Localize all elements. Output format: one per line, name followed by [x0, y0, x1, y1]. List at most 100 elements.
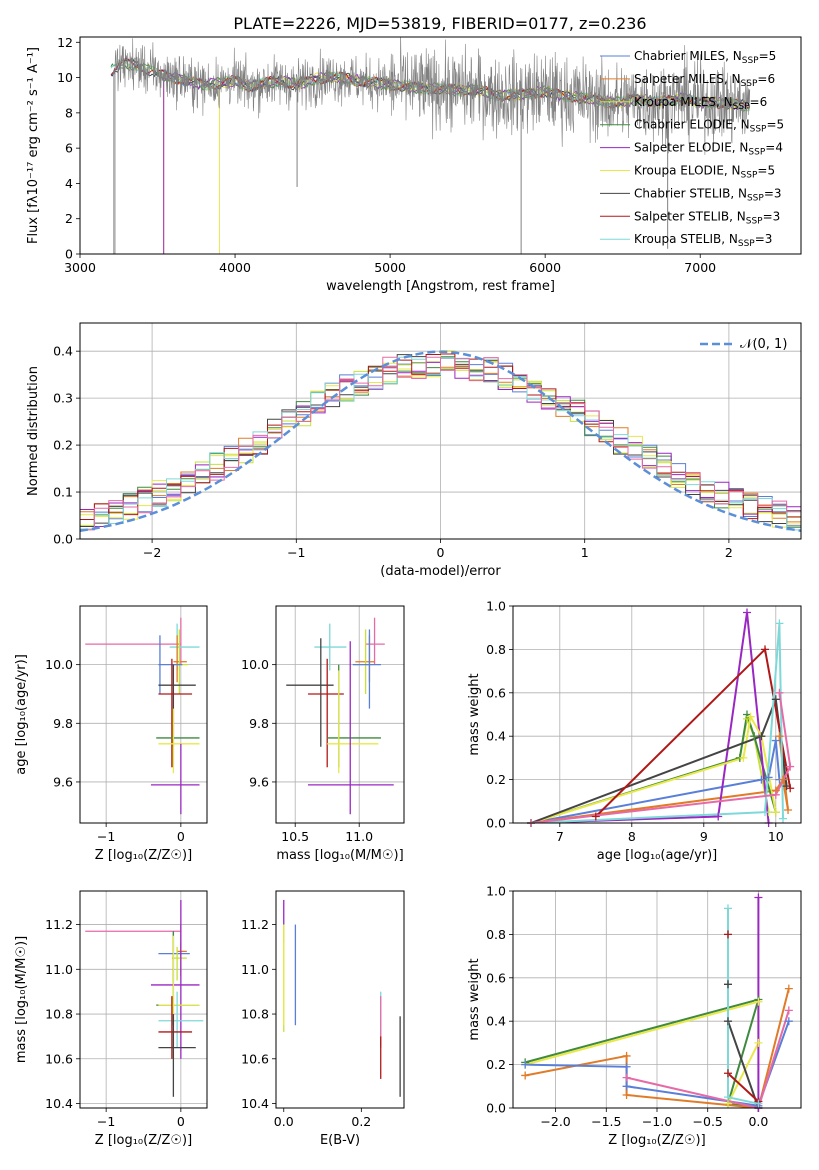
weight-marker-chabrier_miles — [757, 775, 766, 784]
weight-marker-salpeter_miles — [622, 1051, 631, 1060]
y-tick-label: 10.6 — [241, 1051, 269, 1066]
weight-marker-chabrier_stelib — [723, 1017, 732, 1026]
weight-marker-pink — [784, 1006, 793, 1015]
weight-marker-kroupa_elodie — [754, 1038, 763, 1047]
x-tick-label: 8 — [628, 829, 636, 844]
x-axis-label: Z [log₁₀(Z/Z☉)] — [95, 848, 192, 863]
weight-marker-pink — [771, 790, 780, 799]
x-tick-label: 10.5 — [281, 829, 309, 844]
weight-marker-salpeter_miles — [521, 1071, 530, 1080]
x-tick-label: 0 — [177, 1114, 185, 1129]
y-tick-label: 10.6 — [45, 1051, 73, 1066]
y-tick-label: 0.4 — [486, 1014, 506, 1029]
y-tick-label: 0.6 — [486, 970, 506, 985]
plot-frame — [79, 322, 802, 540]
x-tick-label: 0.0 — [274, 1114, 294, 1129]
y-tick-label: 9.8 — [53, 716, 73, 731]
weight-marker-chabrier_miles — [622, 1062, 631, 1071]
y-tick-label: 10.8 — [45, 1007, 73, 1022]
weight-marker-kroupa_elodie — [754, 997, 763, 1006]
weight-marker-salpeter_miles — [784, 984, 793, 993]
legend-label-normal: 𝒩(0, 1) — [740, 337, 787, 352]
plot-area — [85, 899, 204, 1097]
plot-frame — [79, 605, 208, 824]
x-tick-label: 0 — [177, 829, 185, 844]
spectrum-legend: Chabrier MILES, NSSP=5 Salpeter MILES, NS… — [600, 49, 784, 249]
legend-label-salpeter_elodie: Salpeter ELODIE, NSSP=4 — [634, 141, 783, 158]
legend-label-kroupa_stelib: Kroupa STELIB, NSSP=3 — [634, 232, 772, 249]
weight-marker-chabrier_miles — [521, 1060, 530, 1069]
weight-marker-chabrier_stelib — [771, 695, 780, 704]
weight-line-salpeter_elodie — [530, 612, 770, 823]
y-tick-label: 0.8 — [486, 642, 506, 657]
x-tick-label: 3000 — [64, 260, 96, 275]
y-tick-label: 10.0 — [45, 657, 73, 672]
y-tick-label: 0.6 — [486, 685, 506, 700]
x-axis-label: Z [log₁₀(Z/Z☉)] — [95, 1133, 192, 1148]
weight-marker-chabrier_elodie — [750, 732, 759, 741]
weight-marker-salpeter_miles — [784, 805, 793, 814]
y-tick-label: 10.8 — [241, 1007, 269, 1022]
plot-area — [80, 350, 801, 535]
y-tick-label: 11.2 — [241, 917, 269, 932]
legend-label-kroupa_elodie: Kroupa ELODIE, NSSP=5 — [634, 164, 775, 181]
plot-area — [283, 899, 401, 1097]
plot-frame — [512, 605, 802, 824]
weight-marker-salpeter_miles — [622, 1090, 631, 1099]
weight-marker-salpeter_stelib — [786, 784, 795, 793]
plot-area — [110, 37, 751, 254]
weight-marker-salpeter_elodie — [754, 893, 763, 902]
plot-area — [530, 612, 792, 823]
weight-marker-salpeter_stelib — [761, 645, 769, 654]
y-axis-label: mass weight — [467, 673, 482, 755]
plot-area — [85, 617, 200, 815]
y-tick-label: 11.0 — [241, 962, 269, 977]
y-tick-label: 0.2 — [53, 438, 73, 453]
y-tick-label: 10 — [57, 70, 73, 85]
y-tick-label: 9.6 — [249, 774, 269, 789]
x-tick-label: 2 — [725, 545, 733, 560]
y-tick-label: 6 — [65, 141, 73, 156]
weight-marker-chabrier_miles — [764, 773, 773, 782]
x-tick-label: 10 — [768, 829, 784, 844]
y-tick-label: 0.8 — [486, 927, 506, 942]
x-tick-label: −2 — [143, 545, 161, 560]
y-axis-label: Flux [fλ10⁻¹⁷ erg cm⁻² s⁻¹ A⁻¹] — [26, 47, 41, 244]
legend-label-salpeter_miles: Salpeter MILES, NSSP=6 — [634, 72, 775, 89]
weight-marker-salpeter_stelib — [591, 812, 600, 821]
y-axis-label: mass weight — [467, 958, 482, 1040]
legend-label-chabrier_stelib: Chabrier STELIB, NSSP=3 — [634, 186, 782, 203]
normal-curve — [80, 350, 801, 533]
weight-marker-kroupa_elodie — [739, 753, 748, 762]
weight-marker-kroupa_stelib — [761, 808, 769, 817]
plot-frame — [275, 890, 405, 1109]
y-axis-label: Normed distribution — [26, 366, 41, 496]
massweight-vs-metallicity-panel: −2.0 −1.5 −1.0 −0.5 0.0 0.0 0.2 0.4 0.6 0.8 1.0 Z [… — [467, 884, 802, 1148]
weight-marker-salpeter_elodie — [743, 608, 751, 617]
x-axis-label: Z [log₁₀(Z/Z☉)] — [608, 1133, 705, 1148]
x-tick-label: 0 — [437, 545, 445, 560]
y-tick-label: 8 — [65, 105, 73, 120]
y-tick-label: 0 — [65, 247, 73, 262]
y-tick-label: 0.2 — [486, 1057, 506, 1072]
x-tick-label: 6000 — [529, 260, 561, 275]
x-axis-label: E(B-V) — [320, 1133, 360, 1148]
weight-marker-salpeter_elodie — [714, 812, 723, 821]
figure-title: PLATE=2226, MJD=53819, FIBERID=0177, z=0… — [233, 14, 646, 33]
age-vs-mass-panel: 10.5 11.0 9.6 9.8 10.0 mass [log₁₀(M/M☉)] — [241, 605, 405, 863]
y-tick-label: 12 — [57, 35, 73, 50]
y-tick-label: 0.4 — [53, 344, 73, 359]
weight-marker-pink — [622, 1073, 631, 1082]
x-tick-label: 11.0 — [345, 829, 373, 844]
y-tick-label: 1.0 — [486, 884, 506, 899]
y-tick-label: 11.2 — [45, 917, 73, 932]
residual-histogram-pink — [80, 356, 801, 535]
weight-marker-chabrier_miles — [622, 1082, 631, 1091]
weight-line-pink — [626, 1010, 790, 1108]
x-tick-label: −0.5 — [693, 1114, 723, 1129]
x-tick-label: 1 — [581, 545, 589, 560]
y-tick-label: 10.0 — [241, 657, 269, 672]
mass-vs-ebv-panel: 0.0 0.2 10.4 10.6 10.8 11.0 11.2 E(B-V) — [241, 890, 405, 1148]
y-tick-label: 4 — [65, 176, 73, 191]
